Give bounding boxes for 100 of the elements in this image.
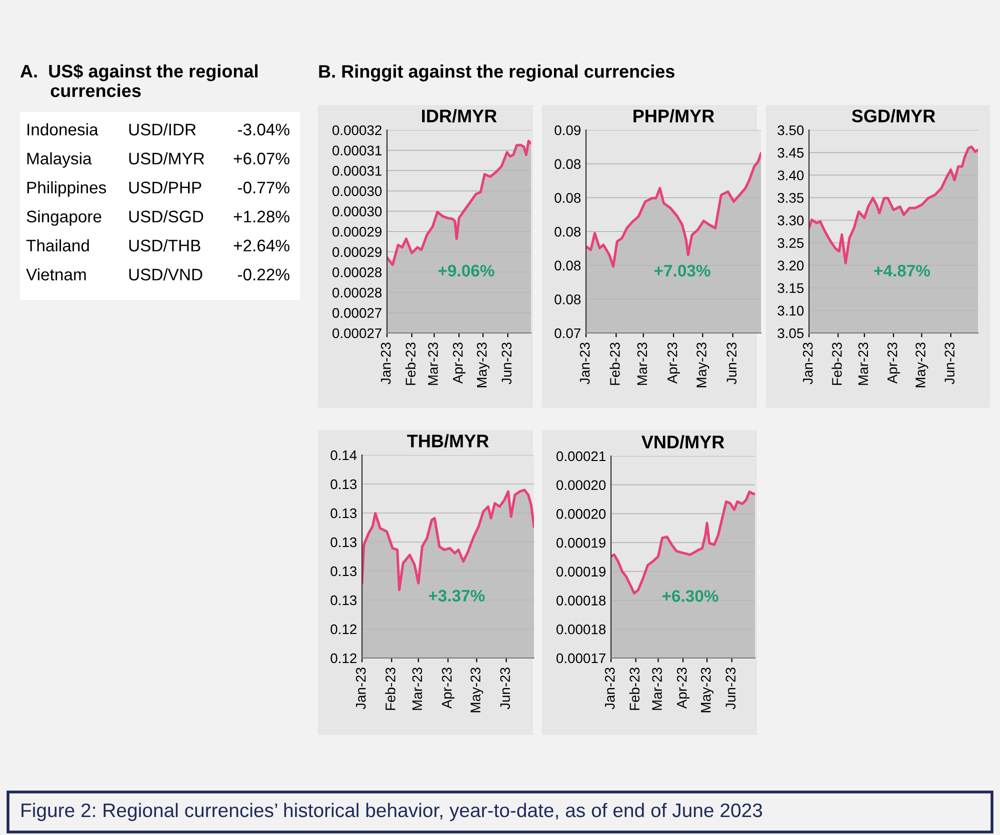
y-tick-label: 0.09: [554, 125, 580, 136]
x-tick-label: Jan-23: [802, 342, 813, 384]
annotation: +7.03%: [654, 264, 710, 277]
x-tick-label: Mar-23: [637, 342, 648, 385]
x-tick-label: Apr-23: [667, 342, 680, 384]
chart-title: THB/MYR: [407, 434, 489, 448]
text: Thailand: [26, 239, 89, 252]
x-tick-label: Feb-23: [629, 668, 640, 710]
chart-title: PHP/MYR: [634, 109, 714, 123]
text: Singapore: [26, 210, 102, 226]
x-tick-label: May-23: [916, 342, 928, 388]
x-tick-label: May-23: [696, 342, 710, 388]
y-tick-label: 3.35: [778, 193, 804, 203]
x-tick-label: Feb-23: [385, 668, 396, 710]
y-tick-label: 0.00019: [556, 566, 606, 577]
y-tick-label: 0.00027: [332, 308, 382, 318]
x-tick-label: Jun-23: [944, 342, 954, 384]
y-tick-label: 0.00021: [556, 451, 606, 462]
y-tick-label: 0.00019: [556, 538, 606, 548]
y-tick-label: 0.00029: [332, 247, 382, 257]
x-tick-label: May-23: [470, 668, 484, 712]
x-tick-label: Jan-23: [604, 668, 615, 710]
y-tick-label: 0.08: [554, 159, 581, 170]
y-tick-label: 0.00030: [332, 186, 382, 196]
x-tick-label: Mar-23: [652, 668, 662, 710]
x-tick-label: Feb-23: [832, 342, 842, 385]
x-tick-label: Apr-23: [442, 668, 454, 709]
y-tick-label: 0.00020: [556, 509, 606, 519]
text: USD/VND: [129, 268, 202, 280]
y-tick-label: 0.00031: [332, 166, 382, 176]
text: Vietnam: [26, 268, 86, 280]
chart-title: VND/MYR: [641, 435, 724, 449]
text: USD/THB: [129, 239, 200, 252]
y-tick-label: 3.20: [778, 260, 804, 271]
text: -3.04%: [238, 124, 290, 136]
y-tick-label: 3.30: [778, 216, 804, 226]
y-tick-label: 0.13: [330, 537, 357, 548]
y-tick-label: 0.08: [554, 260, 581, 271]
x-tick-label: Jun-23: [726, 668, 736, 710]
x-tick-label: Jan-23: [380, 342, 391, 384]
x-tick-label: Jan-23: [580, 342, 590, 384]
y-tick-label: 0.00020: [556, 480, 606, 490]
text: USD/PHP: [129, 181, 202, 194]
y-tick-label: 0.00028: [332, 267, 382, 278]
x-tick-label: Apr-23: [676, 668, 690, 709]
text: USD/SGD: [129, 210, 204, 222]
annotation: +3.37%: [428, 590, 485, 602]
caption: Figure 2: Regional currencies’ historical behavior, year-to-date, as of end of June 2023: [22, 802, 762, 822]
y-tick-label: 3.25: [778, 238, 804, 248]
y-tick-label: 0.00027: [332, 328, 382, 338]
text: Philippines: [27, 181, 106, 197]
text: +1.28%: [234, 210, 290, 222]
x-tick-label: May-23: [700, 668, 714, 712]
y-tick-label: 0.13: [330, 595, 357, 606]
y-tick-label: 0.12: [330, 624, 356, 634]
text: USD/IDR: [129, 123, 196, 136]
y-tick-label: 3.45: [778, 148, 804, 158]
y-tick-label: 0.07: [554, 328, 580, 338]
x-tick-label: Feb-23: [610, 342, 620, 385]
text: A. US$ against the regional currencies: [20, 64, 258, 98]
y-tick-label: 0.00018: [556, 624, 606, 634]
annotation: +4.87%: [874, 264, 930, 277]
x-tick-label: Jun-23: [500, 668, 510, 710]
y-tick-label: 0.00029: [332, 226, 382, 237]
chart-title: SGD/MYR: [852, 109, 936, 123]
chart-title: IDR/MYR: [422, 109, 497, 123]
x-tick-label: Apr-23: [452, 342, 466, 384]
x-tick-label: Jun-23: [726, 342, 737, 384]
y-tick-label: 0.13: [330, 508, 357, 518]
y-tick-label: 3.10: [778, 306, 804, 316]
text: Indonesia: [28, 123, 98, 136]
x-tick-label: Mar-23: [428, 342, 438, 385]
x-tick-label: Mar-23: [858, 342, 868, 385]
y-tick-label: 3.40: [778, 170, 804, 180]
text: +2.64%: [234, 240, 290, 252]
x-tick-label: Jan-23: [356, 668, 366, 710]
x-tick-label: Mar-23: [412, 668, 422, 710]
y-tick-label: 3.15: [778, 283, 804, 294]
y-tick-label: 0.12: [330, 653, 356, 664]
y-tick-label: 0.13: [330, 566, 357, 576]
text: USD/MYR: [129, 152, 204, 164]
y-tick-label: 0.00032: [332, 125, 382, 136]
annotation: +9.06%: [438, 264, 494, 277]
y-tick-label: 3.05: [778, 328, 804, 338]
annotation: +6.30%: [662, 590, 718, 602]
x-tick-label: Apr-23: [887, 342, 900, 384]
text: +6.07%: [234, 152, 290, 164]
x-tick-label: May-23: [476, 342, 490, 388]
y-tick-label: 3.50: [778, 125, 804, 136]
y-tick-label: 0.00017: [556, 653, 606, 664]
text: Malaysia: [27, 152, 92, 168]
y-tick-label: 0.08: [554, 294, 581, 304]
y-tick-label: 0.08: [554, 193, 581, 203]
y-tick-label: 0.13: [330, 479, 357, 490]
chart-subtitle: B. Ringgit against the regional currencies: [319, 64, 674, 82]
text: -0.22%: [238, 268, 290, 280]
y-tick-label: 0.00018: [556, 596, 606, 606]
x-tick-label: Feb-23: [405, 342, 416, 385]
y-tick-label: 0.00030: [332, 206, 382, 216]
y-tick-label: 0.08: [554, 226, 581, 237]
